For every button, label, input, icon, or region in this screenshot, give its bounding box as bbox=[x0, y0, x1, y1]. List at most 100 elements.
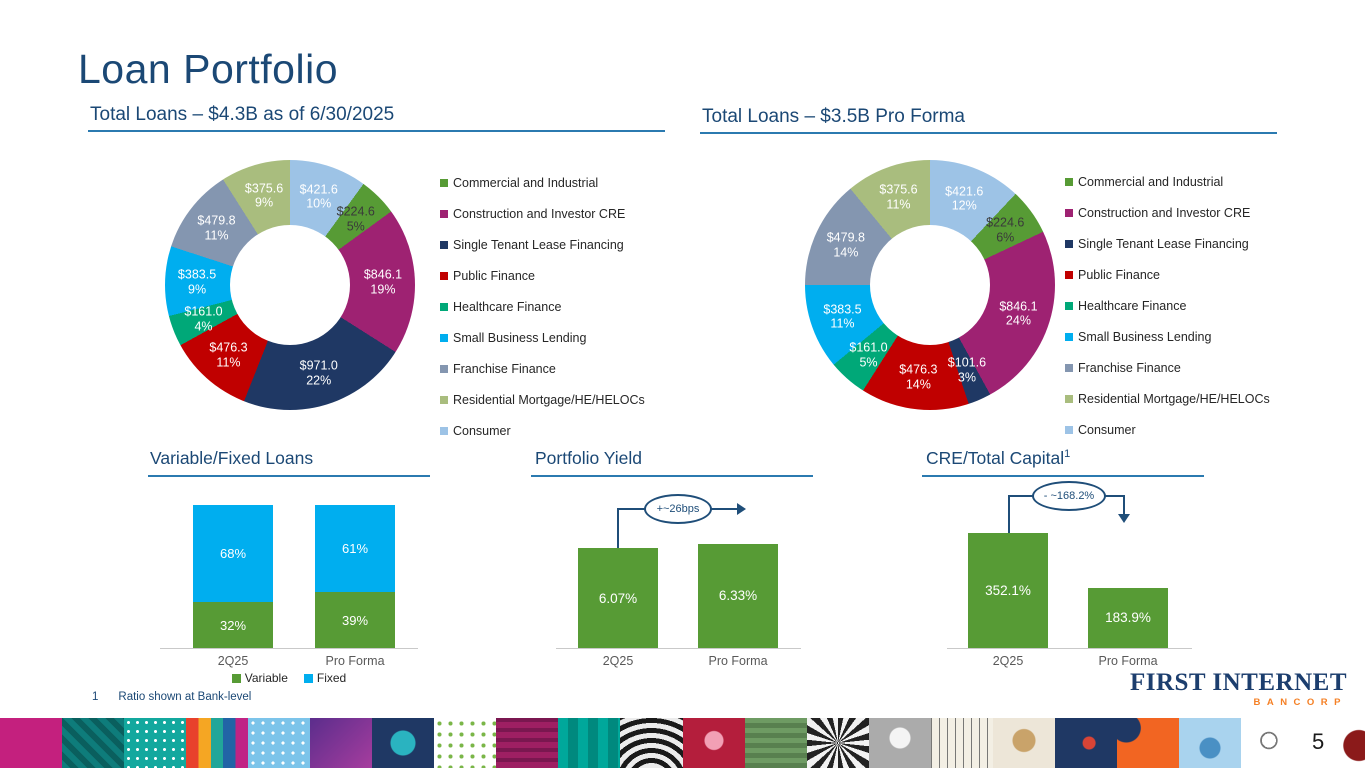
legend-swatch-icon bbox=[440, 303, 448, 311]
decorative-tile bbox=[186, 718, 249, 768]
legend-item: Single Tenant Lease Financing bbox=[440, 238, 645, 252]
legend-item: Public Finance bbox=[1065, 268, 1270, 282]
donut-segment-label: $421.6 12% bbox=[945, 183, 984, 213]
variable-fixed-chart: Variable/Fixed Loans 32% 68% 39% 61% 2Q25 … bbox=[148, 448, 430, 700]
chart-title: Portfolio Yield bbox=[535, 448, 643, 468]
footnote: 1 Ratio shown at Bank-level bbox=[92, 691, 251, 703]
bar-value-label: 183.9% bbox=[1105, 610, 1151, 626]
decorative-tile bbox=[62, 718, 125, 768]
footnote-text: Ratio shown at Bank-level bbox=[118, 691, 252, 703]
x-axis-label: 2Q25 bbox=[217, 654, 249, 668]
logo-first-internet-bancorp: FIRST INTERNET BANCORP bbox=[1130, 670, 1347, 708]
arrow-down-icon bbox=[1118, 514, 1130, 523]
legend-swatch-icon bbox=[1065, 426, 1073, 434]
decorative-tile bbox=[1054, 718, 1117, 768]
decorative-tile bbox=[620, 718, 683, 768]
donut-hole bbox=[230, 225, 350, 345]
section-header-total-loans: Total Loans – $4.3B as of 6/30/2025 bbox=[90, 104, 395, 125]
legend-label: Small Business Lending bbox=[1078, 330, 1212, 344]
bar-value-label: 352.1% bbox=[985, 582, 1031, 598]
x-axis-label: Pro Forma bbox=[325, 654, 385, 668]
x-axis bbox=[947, 648, 1192, 649]
donut-segment-label: $846.1 24% bbox=[999, 298, 1038, 328]
bar-value-label: 6.07% bbox=[598, 590, 638, 606]
page-title: Loan Portfolio bbox=[78, 46, 339, 92]
divider bbox=[88, 130, 665, 132]
legend-item: Consumer bbox=[1065, 423, 1270, 437]
portfolio-yield-chart: Portfolio Yield 6.07% 6.33% 2Q25 Pro For… bbox=[531, 448, 813, 700]
arrow-right-icon bbox=[737, 503, 746, 515]
legend-item: Variable bbox=[231, 671, 288, 685]
logo-subtext: BANCORP bbox=[1253, 697, 1347, 708]
annotation-badge: +~26bps bbox=[644, 494, 712, 524]
donut-segment-label: $383.5 9% bbox=[177, 267, 217, 297]
legend-swatch-icon bbox=[440, 427, 448, 435]
legend-swatch-icon bbox=[1065, 364, 1073, 372]
donut-segment-label: $421.6 10% bbox=[299, 181, 338, 211]
x-axis bbox=[556, 648, 801, 649]
chart-legend: Variable Fixed bbox=[148, 671, 430, 685]
divider bbox=[922, 475, 1204, 477]
x-axis bbox=[160, 648, 418, 649]
donut-segment-label: $224.6 5% bbox=[336, 204, 375, 234]
legend-label: Franchise Finance bbox=[453, 362, 556, 376]
legend-label: Commercial and Industrial bbox=[1078, 175, 1224, 189]
donut-segment-label: $161.0 4% bbox=[184, 304, 223, 334]
decorative-tile bbox=[992, 718, 1055, 768]
stacked-bar: 39% 61% bbox=[315, 505, 395, 648]
donut-segment-label: $846.1 19% bbox=[363, 267, 403, 297]
legend-label: Small Business Lending bbox=[453, 331, 587, 345]
legend-item: Public Finance bbox=[440, 269, 645, 283]
legend-swatch-icon bbox=[1065, 302, 1073, 310]
legend-item: Residential Mortgage/HE/HELOCs bbox=[1065, 392, 1270, 406]
legend-label: Construction and Investor CRE bbox=[1078, 206, 1251, 220]
decorative-tile bbox=[1302, 718, 1365, 768]
legend-label: Healthcare Finance bbox=[453, 300, 562, 314]
legend-swatch-icon bbox=[231, 673, 241, 683]
legend-item: Construction and Investor CRE bbox=[440, 207, 645, 221]
annotation-connector bbox=[1008, 495, 1010, 533]
bar: 183.9% bbox=[1088, 587, 1168, 648]
legend-swatch-icon bbox=[440, 179, 448, 187]
legend-label: Commercial and Industrial bbox=[453, 176, 599, 190]
legend-label: Healthcare Finance bbox=[1078, 299, 1187, 313]
donut-segment-label: $479.8 11% bbox=[197, 213, 236, 242]
stacked-bar-segment: 61% bbox=[315, 505, 395, 593]
decorative-tile bbox=[496, 718, 559, 768]
legend-swatch-icon bbox=[1065, 178, 1073, 186]
legend-label: Single Tenant Lease Financing bbox=[1078, 237, 1249, 251]
divider bbox=[531, 475, 813, 477]
legend-label: Public Finance bbox=[453, 269, 535, 283]
donut-segment-label: $476.3 14% bbox=[899, 362, 938, 392]
decorative-tile bbox=[310, 718, 373, 768]
stacked-bar-segment: 39% bbox=[315, 592, 395, 648]
logo-wordmark: FIRST INTERNET bbox=[1129, 669, 1347, 696]
donut-legend: Commercial and Industrial Construction an… bbox=[1065, 175, 1270, 437]
legend-label: Fixed bbox=[316, 671, 347, 685]
annotation-badge: - ~168.2% bbox=[1032, 481, 1106, 511]
legend-item: Healthcare Finance bbox=[1065, 299, 1270, 313]
donut-segment-label: $161.0 5% bbox=[849, 340, 888, 369]
x-axis-label: Pro Forma bbox=[1098, 654, 1158, 668]
legend-item: Commercial and Industrial bbox=[440, 176, 645, 190]
decorative-tile bbox=[372, 718, 435, 768]
decorative-tile bbox=[1240, 718, 1303, 768]
decorative-tile bbox=[1116, 718, 1179, 768]
bar: 352.1% bbox=[968, 532, 1048, 648]
legend-label: Construction and Investor CRE bbox=[453, 207, 626, 221]
x-axis-label: Pro Forma bbox=[708, 654, 768, 668]
legend-swatch-icon bbox=[303, 673, 313, 683]
chart-title: CRE/Total Capital1 bbox=[926, 448, 1070, 469]
annotation-connector bbox=[617, 508, 619, 548]
legend-item: Commercial and Industrial bbox=[1065, 175, 1270, 189]
donut-segment-label: $375.6 9% bbox=[244, 180, 284, 210]
decorative-strip bbox=[0, 718, 1365, 768]
donut-segment-label: $101.6 3% bbox=[947, 355, 987, 385]
divider bbox=[700, 132, 1277, 134]
legend-label: Single Tenant Lease Financing bbox=[453, 238, 624, 252]
legend-label: Public Finance bbox=[1078, 268, 1160, 282]
decorative-tile bbox=[1178, 718, 1241, 768]
x-axis-label: 2Q25 bbox=[992, 654, 1024, 668]
section-header-pro-forma: Total Loans – $3.5B Pro Forma bbox=[702, 106, 965, 127]
